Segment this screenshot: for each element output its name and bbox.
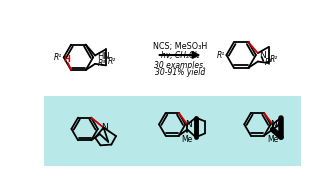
Text: R³: R³ (98, 59, 107, 68)
Text: R¹: R¹ (54, 53, 62, 62)
Text: N: N (185, 120, 192, 129)
Text: R²: R² (108, 57, 116, 66)
Text: H: H (64, 56, 71, 64)
Text: Me: Me (267, 135, 278, 144)
Text: N: N (101, 123, 108, 132)
Bar (44, 96, 301, 166)
Text: 30-91% yield: 30-91% yield (155, 68, 205, 77)
Text: Me: Me (182, 135, 193, 144)
Text: hν, CH₂Cl₂: hν, CH₂Cl₂ (161, 51, 199, 60)
Text: R²: R² (270, 55, 279, 64)
Text: R¹: R¹ (217, 50, 225, 60)
Text: R³: R³ (265, 58, 273, 67)
Text: N: N (259, 51, 266, 60)
Text: NCS; MeSO₃H: NCS; MeSO₃H (153, 42, 207, 51)
Text: 30 examples,: 30 examples, (154, 60, 206, 70)
Text: HN: HN (97, 53, 110, 61)
Text: N: N (270, 120, 277, 129)
